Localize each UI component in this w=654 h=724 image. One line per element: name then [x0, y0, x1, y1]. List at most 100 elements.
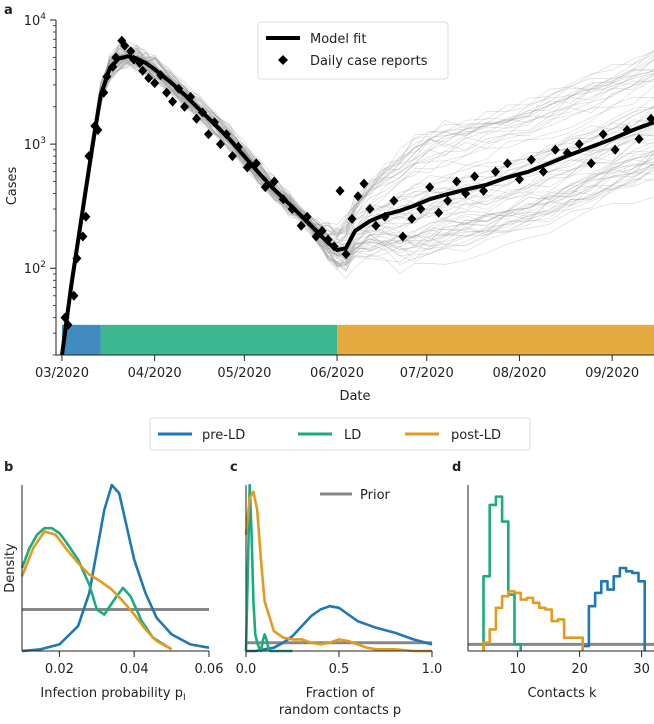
case-report-point [317, 225, 327, 236]
case-report-point [586, 158, 596, 169]
case-report-point [610, 144, 620, 155]
case-report-point [389, 195, 399, 206]
x-tick-label: 09/2020 [585, 366, 639, 381]
case-report-point [329, 241, 339, 252]
case-report-point [380, 211, 390, 222]
simulation-trajectory [61, 60, 654, 356]
simulation-trajectory [61, 60, 654, 356]
case-report-point [221, 129, 231, 140]
case-report-point [622, 124, 632, 135]
simulation-trajectory [61, 47, 654, 354]
simulation-trajectory [61, 52, 654, 351]
legend-top-box [257, 21, 449, 80]
case-report-point [260, 182, 270, 193]
case-report-point [407, 213, 417, 224]
case-report-point [63, 319, 73, 330]
case-report-point [491, 166, 501, 177]
x-tick-label: 1.0 [422, 662, 443, 677]
case-report-point [198, 107, 208, 118]
legend-post-ld-label: post-LD [451, 428, 501, 443]
panel-b-label: b [4, 460, 13, 475]
case-report-point [156, 70, 166, 81]
simulation-trajectory [61, 61, 654, 356]
case-report-point [538, 166, 548, 177]
simulation-trajectory [61, 61, 654, 356]
case-report-point [550, 144, 560, 155]
case-report-point [120, 40, 130, 51]
case-report-point [278, 194, 288, 205]
legend-pre-ld-label: pre-LD [202, 428, 245, 443]
simulation-trajectory [61, 48, 654, 355]
case-report-point [398, 231, 408, 242]
case-report-point [514, 174, 524, 185]
y-ticks: 102 103 104 [24, 12, 56, 356]
phase-bands [61, 324, 654, 355]
curve-ld [20, 526, 173, 651]
case-report-point [126, 46, 136, 57]
x-tick-label: 0.0 [236, 662, 257, 677]
case-report-point [180, 101, 190, 112]
panel-c-label: c [230, 460, 238, 475]
x-tick-label: 0.5 [329, 662, 350, 677]
case-report-point [479, 185, 489, 196]
x-tick-label: 0.04 [120, 662, 149, 677]
case-report-point [598, 129, 608, 140]
case-report-point [425, 182, 435, 193]
simulation-trajectory [61, 40, 654, 355]
simulation-trajectory [61, 55, 654, 354]
phase-legend: pre-LD LD post-LD [149, 417, 531, 451]
panel-d-curves [468, 495, 654, 651]
simulation-trajectory [61, 59, 654, 356]
case-report-point [470, 171, 480, 182]
legend-reports-label: Daily case reports [310, 54, 428, 69]
case-report-point [634, 133, 644, 144]
case-report-point [192, 113, 202, 124]
case-report-point [102, 71, 112, 82]
x-tick-label: 03/2020 [35, 366, 89, 381]
case-report-point [341, 249, 351, 260]
model-fit-line [60, 54, 654, 356]
case-report-point [302, 211, 312, 222]
x-tick-label: 08/2020 [492, 366, 546, 381]
simulation-trajectory [61, 46, 654, 344]
y-tick-label: 104 [24, 12, 47, 29]
case-report-point [526, 154, 536, 165]
x-tick-label: 10 [509, 662, 526, 677]
case-report-point [78, 231, 88, 242]
panel-b-curves [20, 483, 210, 653]
x-tick-label: 06/2020 [310, 366, 364, 381]
case-report-point [162, 87, 172, 98]
case-report-point [287, 204, 297, 215]
case-report-point [646, 113, 654, 124]
panel-c-x-label-line2: random contacts p [279, 703, 401, 718]
x-tick-label: 30 [633, 662, 650, 677]
x-ticks: 03/2020 04/2020 05/2020 06/2020 07/2020 08/20… [35, 355, 639, 381]
case-report-point [335, 185, 345, 196]
case-report-point [359, 178, 369, 189]
simulation-trajectory [61, 48, 654, 353]
simulation-trajectory [61, 50, 654, 350]
panel-d-x-ticks: 10 20 30 [509, 651, 650, 677]
panel-b-x-label: Infection probability pI [40, 686, 185, 703]
panel-c-x-label-line1: Fraction of [306, 686, 375, 701]
case-report-point [69, 290, 79, 301]
case-report-point [574, 139, 584, 150]
case-report-point [108, 61, 118, 72]
case-report-point [150, 78, 160, 89]
case-report-point [353, 191, 363, 202]
case-report-point [209, 117, 219, 128]
case-report-point [443, 195, 453, 206]
simulation-trajectory [61, 43, 654, 351]
x-tick-label: 07/2020 [400, 366, 454, 381]
y-tick-label: 103 [24, 136, 46, 153]
simulation-trajectory [61, 61, 654, 356]
case-report-point [269, 176, 279, 187]
case-report-point [233, 141, 243, 152]
case-report-point [135, 58, 145, 69]
curve-pre-ld [581, 566, 646, 651]
legend-reports-swatch [278, 55, 288, 65]
simulation-trajectory [61, 60, 654, 356]
case-report-point [461, 188, 471, 199]
simulation-trajectory [61, 51, 654, 350]
